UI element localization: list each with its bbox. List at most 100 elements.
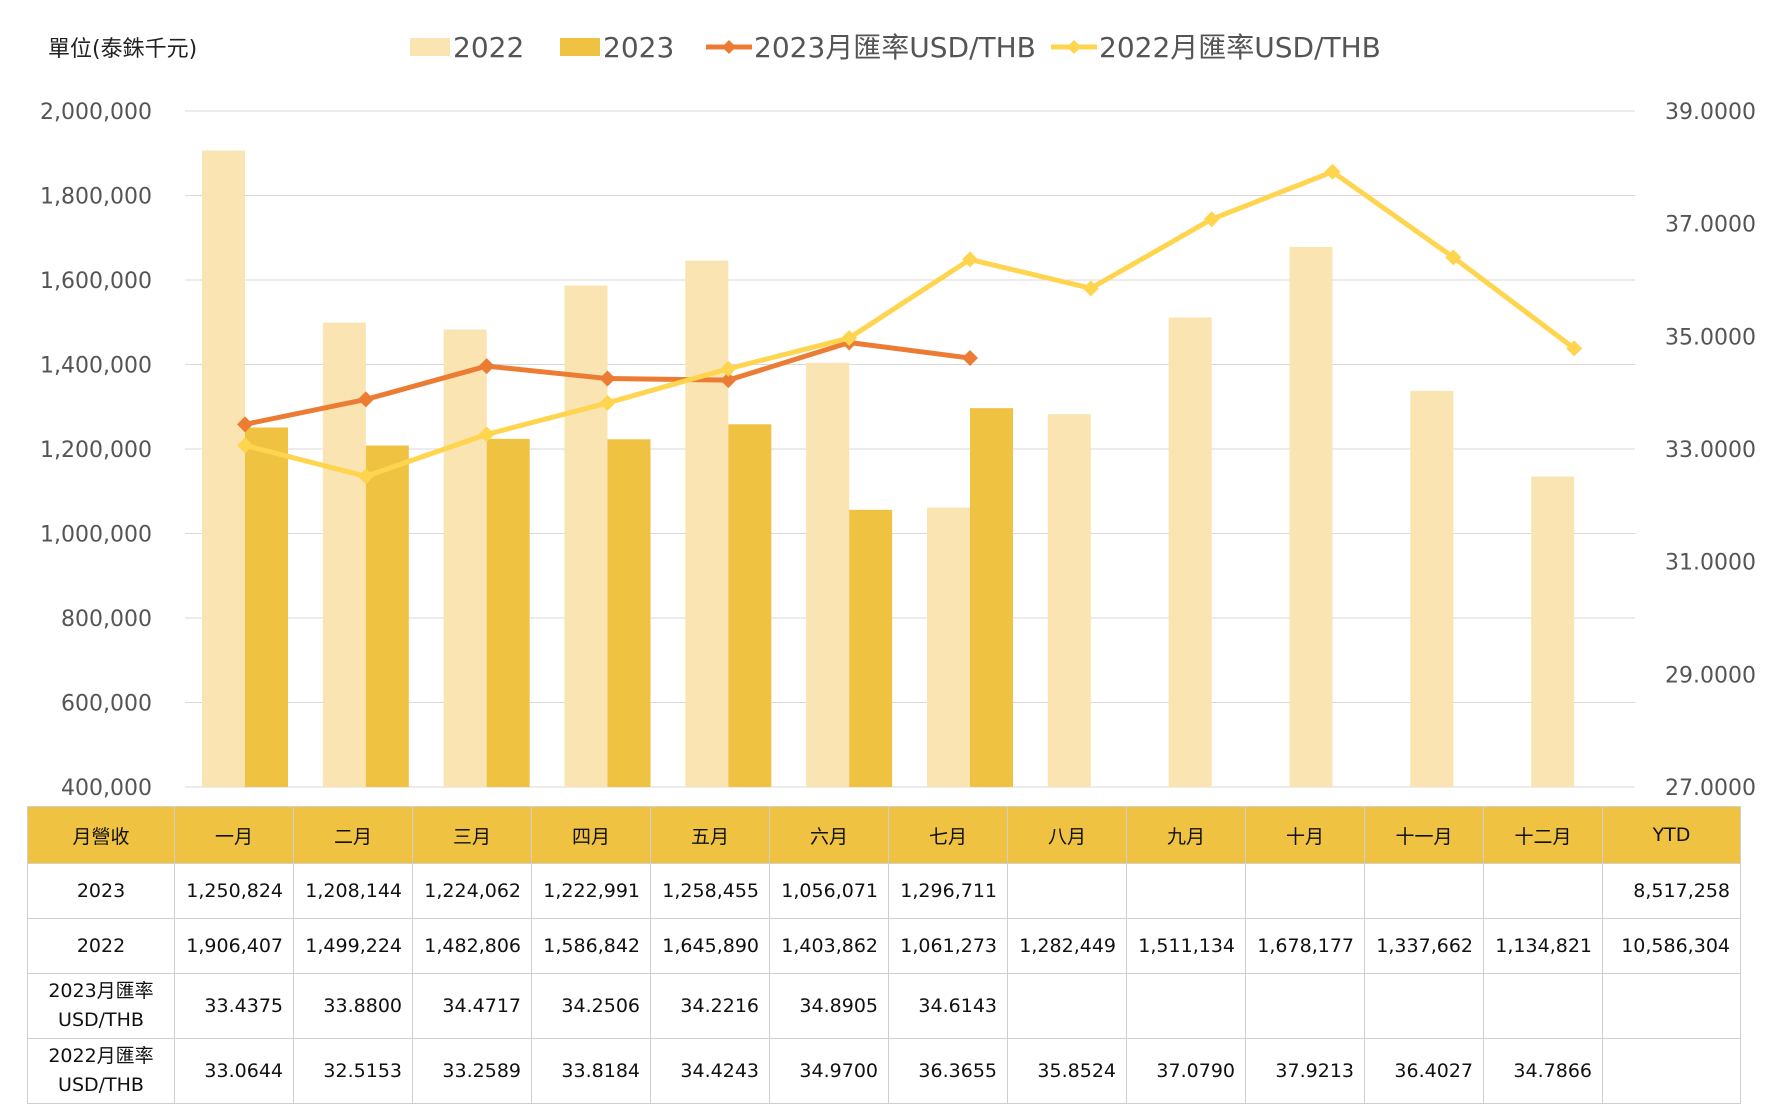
line-point-1-4 bbox=[599, 370, 616, 387]
y-left-tick-label: 2,000,000 bbox=[40, 100, 152, 125]
table-cell: 33.8800 bbox=[293, 973, 413, 1039]
table-cell bbox=[1364, 973, 1484, 1039]
table-month-header: 十月 bbox=[1245, 806, 1365, 864]
line-point-2-9 bbox=[1203, 211, 1220, 228]
table-cell: 34.4717 bbox=[412, 973, 532, 1039]
table-row-label: 2023月匯率 USD/THB bbox=[27, 973, 175, 1039]
bar-2022-6 bbox=[806, 362, 850, 787]
table-row: 2022 1,906,407 1,499,224 1,482,806 1,586,842… bbox=[27, 918, 1741, 974]
grid-lines bbox=[185, 110, 1635, 788]
y-left-tick-label: 1,600,000 bbox=[40, 269, 152, 294]
table-cell bbox=[1007, 863, 1127, 919]
line-point-2-6 bbox=[841, 330, 858, 347]
table-month-header: 一月 bbox=[174, 806, 294, 864]
y-right-tick-label: 37.0000 bbox=[1665, 213, 1756, 238]
table-ytd-header: YTD bbox=[1602, 806, 1741, 864]
bar-marks bbox=[202, 150, 1575, 788]
table-month-header: 十二月 bbox=[1483, 806, 1603, 864]
y-right-tick-label: 33.0000 bbox=[1665, 438, 1756, 463]
table-cell: 1,511,134 bbox=[1126, 918, 1246, 974]
table-cell: 1,061,273 bbox=[888, 918, 1008, 974]
line-point-2-2 bbox=[357, 468, 374, 485]
line-point-2-3 bbox=[478, 426, 495, 443]
legend-label: 2022月匯率USD/THB bbox=[1099, 31, 1381, 64]
line-point-1-2 bbox=[357, 391, 374, 408]
y-left-tick-label: 1,000,000 bbox=[40, 523, 152, 548]
legend-label: 2023 bbox=[603, 31, 674, 64]
table-row-label: 2023 bbox=[27, 863, 175, 919]
table-cell: 33.4375 bbox=[174, 973, 294, 1039]
table-row: 2023月匯率 USD/THB 33.4375 33.8800 34.4717 34.25… bbox=[27, 973, 1741, 1039]
table-cell: 1,337,662 bbox=[1364, 918, 1484, 974]
line-point-2-4 bbox=[599, 394, 616, 411]
table-cell: 1,250,824 bbox=[174, 863, 294, 919]
table-cell: 1,645,890 bbox=[650, 918, 770, 974]
y-left-tick-label: 800,000 bbox=[61, 607, 152, 632]
line-marks bbox=[237, 163, 1583, 485]
table-month-header: 七月 bbox=[888, 806, 1008, 864]
bar-2023-4 bbox=[607, 439, 651, 787]
table-month-header: 九月 bbox=[1126, 806, 1246, 864]
table-cell: 1,403,862 bbox=[769, 918, 889, 974]
table-cell: 1,224,062 bbox=[412, 863, 532, 919]
y-axis-right: 27.0000 29.0000 31.0000 33.0000 35.0000 37.00… bbox=[1665, 100, 1756, 800]
revenue-table: 月營收 一月 二月 三月 四月 五月 六月 七月 八月 九月 十月 十一月 十二月 YTD 2023 1,2… bbox=[27, 806, 1741, 1104]
table-month-header: 六月 bbox=[769, 806, 889, 864]
legend-label: 2022 bbox=[453, 31, 524, 64]
y-right-tick-label: 27.0000 bbox=[1665, 776, 1756, 800]
table-cell: 1,056,071 bbox=[769, 863, 889, 919]
table-cell: 34.4243 bbox=[650, 1038, 770, 1104]
table-cell bbox=[1126, 863, 1246, 919]
table-row: 2023 1,250,824 1,208,144 1,224,062 1,222,991… bbox=[27, 863, 1741, 919]
table-cell: 1,482,806 bbox=[412, 918, 532, 974]
table-cell: 33.8184 bbox=[531, 1038, 651, 1104]
table-cell: 1,134,821 bbox=[1483, 918, 1603, 974]
table-cell: 1,678,177 bbox=[1245, 918, 1365, 974]
table-cell: 37.9213 bbox=[1245, 1038, 1365, 1104]
table-cell: 1,499,224 bbox=[293, 918, 413, 974]
table-cell: 1,208,144 bbox=[293, 863, 413, 919]
table-row-label: 2022 bbox=[27, 918, 175, 974]
table-cell bbox=[1245, 863, 1365, 919]
table-cell: 36.3655 bbox=[888, 1038, 1008, 1104]
table-cell bbox=[1483, 973, 1603, 1039]
table-cell: 1,282,449 bbox=[1007, 918, 1127, 974]
table-cell: 1,296,711 bbox=[888, 863, 1008, 919]
y-left-tick-label: 1,800,000 bbox=[40, 185, 152, 210]
y-left-tick-label: 600,000 bbox=[61, 692, 152, 717]
table-cell: 33.2589 bbox=[412, 1038, 532, 1104]
table-row: 2022月匯率 USD/THB 33.0644 32.5153 33.2589 33.81… bbox=[27, 1038, 1741, 1104]
bar-2023-6 bbox=[849, 509, 893, 787]
legend-marker bbox=[1067, 40, 1081, 54]
table-cell: 1,222,991 bbox=[531, 863, 651, 919]
y-axis-left: 400,000 600,000 800,000 1,000,000 1,200,000 1… bbox=[40, 100, 152, 800]
y-left-tick-label: 1,200,000 bbox=[40, 438, 152, 463]
bar-2022-1 bbox=[202, 150, 245, 788]
legend-label: 2023月匯率USD/THB bbox=[754, 31, 1036, 64]
bar-2022-8 bbox=[1047, 414, 1091, 787]
table-cell bbox=[1602, 1038, 1741, 1104]
line-point-1-3 bbox=[478, 358, 495, 375]
table-month-header: 二月 bbox=[293, 806, 413, 864]
table-row-label: 2022月匯率 USD/THB bbox=[27, 1038, 175, 1104]
table-cell bbox=[1602, 973, 1741, 1039]
combo-chart: 單位(泰銖千元) 2022 2023 2023月匯率USD/THB 2022月匯率US… bbox=[40, 31, 1756, 800]
table-cell: 1,258,455 bbox=[650, 863, 770, 919]
line-point-2-10 bbox=[1324, 163, 1341, 180]
table-cell: 35.8524 bbox=[1007, 1038, 1127, 1104]
unit-label: 單位(泰銖千元) bbox=[48, 37, 197, 62]
table-cell: 34.7866 bbox=[1483, 1038, 1603, 1104]
line-point-2-5 bbox=[720, 360, 737, 377]
bar-2022-11 bbox=[1410, 390, 1454, 787]
table-cell: 32.5153 bbox=[293, 1038, 413, 1104]
bar-2022-4 bbox=[564, 285, 608, 787]
bar-2022-10 bbox=[1289, 246, 1333, 787]
table-month-header: 八月 bbox=[1007, 806, 1127, 864]
table-cell: 34.2216 bbox=[650, 973, 770, 1039]
line-point-2-7 bbox=[962, 251, 978, 268]
table-cell bbox=[1364, 863, 1484, 919]
table-cell bbox=[1483, 863, 1603, 919]
y-left-tick-label: 400,000 bbox=[61, 776, 152, 800]
y-right-tick-label: 35.0000 bbox=[1665, 325, 1756, 350]
bar-2023-1 bbox=[245, 427, 288, 787]
